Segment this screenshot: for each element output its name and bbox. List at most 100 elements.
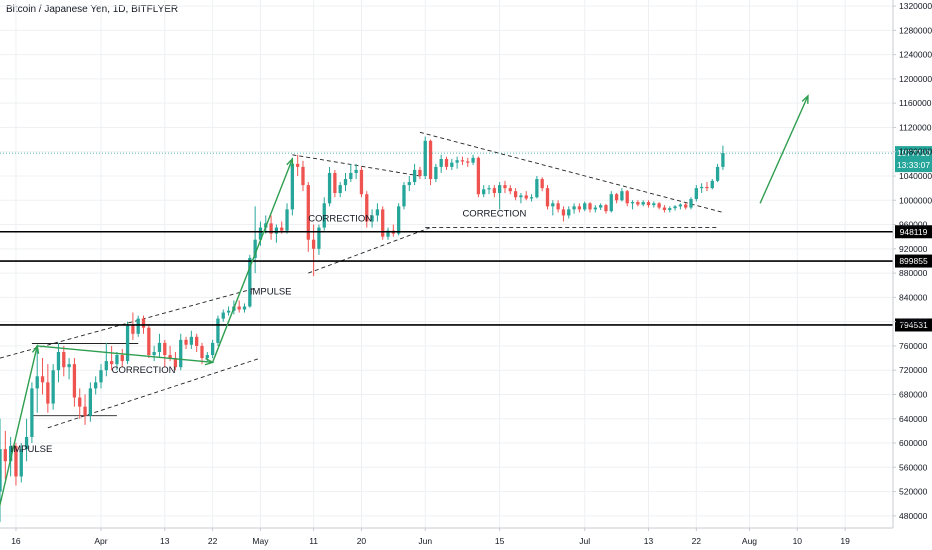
candle: [694, 185, 698, 202]
candle: [184, 336, 188, 349]
y-tick-label: 1280000: [899, 25, 932, 35]
price-level-tag: [895, 225, 932, 239]
candle: [67, 358, 71, 380]
candle: [19, 443, 23, 483]
annotation-label: IMPULSE: [11, 444, 53, 455]
candle: [583, 201, 587, 212]
y-tick-label: 1160000: [899, 98, 932, 108]
candle: [296, 154, 300, 176]
candle-body: [173, 358, 178, 368]
candle: [109, 345, 114, 371]
candle: [535, 176, 539, 199]
y-tick-label: 760000: [899, 341, 928, 351]
candle: [274, 224, 279, 243]
candle: [604, 203, 608, 214]
candle: [301, 160, 305, 192]
candle: [545, 185, 550, 210]
candle-body: [535, 179, 539, 198]
y-tick-label: 840000: [899, 292, 928, 302]
candle: [625, 189, 629, 207]
candle: [412, 163, 417, 186]
candle-body: [46, 382, 50, 404]
y-tick-label: 880000: [899, 268, 928, 278]
candle-body: [322, 203, 326, 228]
candle: [668, 206, 672, 213]
candle-body: [221, 312, 225, 319]
candle: [40, 358, 45, 395]
candle-body: [471, 157, 475, 163]
candle: [14, 443, 18, 486]
countdown-label: 13:33:07: [897, 160, 930, 170]
candle: [136, 315, 140, 337]
candle-body: [407, 182, 411, 186]
candle: [99, 364, 103, 389]
candle-body: [572, 206, 576, 210]
candle: [498, 182, 502, 210]
candle: [354, 163, 358, 180]
candle-body: [14, 446, 18, 477]
candle: [248, 254, 252, 308]
candle-body: [466, 161, 470, 163]
candle: [662, 205, 667, 213]
candle-body: [35, 376, 39, 389]
candle-body: [327, 172, 332, 204]
y-tick-label: 1000000: [899, 195, 932, 205]
candle: [210, 339, 215, 359]
candle: [439, 154, 443, 173]
candle: [397, 203, 401, 236]
candle: [104, 342, 108, 377]
candle-body: [476, 157, 481, 195]
candle: [391, 224, 395, 237]
horizontal-levels: 948119 899855 794531 1077710 13:33:07: [0, 146, 932, 332]
y-tick-label: 1120000: [899, 122, 932, 132]
candle: [508, 185, 512, 195]
candle-body: [412, 169, 417, 183]
candle-body: [237, 306, 241, 310]
candle-body: [402, 185, 406, 207]
arrow-shaft: [37, 345, 213, 364]
candle: [317, 224, 321, 255]
candle-body: [343, 179, 348, 186]
candle: [56, 342, 61, 383]
candle: [290, 157, 294, 216]
y-tick-label: 720000: [899, 365, 928, 375]
candle: [333, 169, 337, 198]
y-tick-label: 920000: [899, 244, 928, 254]
candle: [540, 177, 544, 192]
candle: [88, 382, 93, 422]
candle-body: [248, 257, 252, 307]
candle: [529, 194, 534, 202]
candle-body: [551, 203, 555, 207]
candle-body: [8, 446, 13, 462]
candle-body: [280, 227, 284, 231]
candle: [471, 154, 475, 166]
price-level-label: 948119: [900, 227, 928, 237]
candle-body: [242, 306, 247, 310]
x-tick-label: Aug: [742, 536, 757, 546]
candle-body: [444, 159, 449, 167]
candle-body: [285, 209, 289, 231]
x-tick-label: 16: [11, 536, 21, 546]
candle-body: [365, 194, 369, 222]
candle-body: [460, 160, 465, 162]
candle: [269, 215, 273, 240]
x-tick-label: 10: [793, 536, 803, 546]
candle-body: [545, 188, 550, 207]
candle: [216, 315, 220, 346]
candle: [428, 139, 433, 186]
candle: [402, 182, 406, 210]
candle-body: [668, 208, 672, 210]
candle-body: [386, 230, 390, 237]
trendline-dashed: [419, 131, 724, 213]
candle: [30, 382, 34, 444]
candle-body: [163, 342, 167, 356]
candle: [163, 339, 167, 368]
candle: [226, 306, 231, 316]
candle: [253, 206, 257, 274]
candle-body: [678, 204, 683, 207]
y-tick-label: 1320000: [899, 1, 932, 11]
candle: [285, 203, 289, 234]
candle: [322, 197, 326, 231]
x-tick-label: Jun: [418, 536, 432, 546]
